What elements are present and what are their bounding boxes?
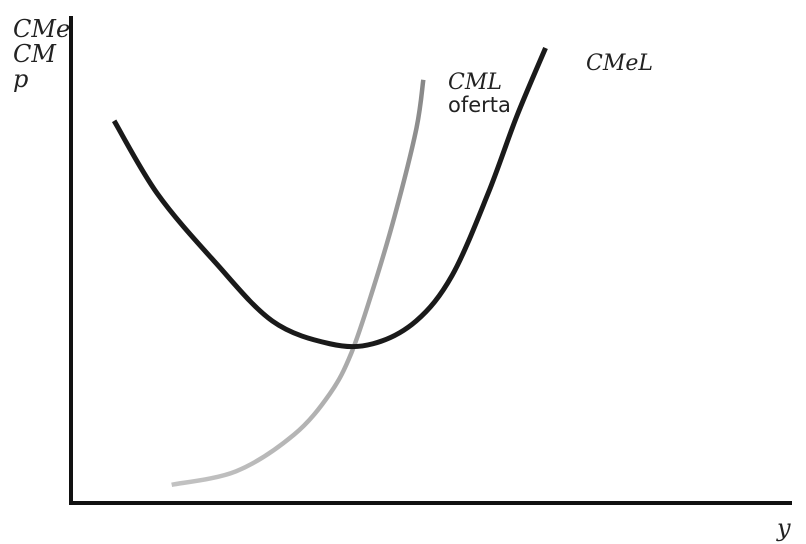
y-axis-label-line-2: CM (13, 40, 57, 68)
x-axis-label: y (776, 514, 791, 542)
series-line-cml (172, 80, 424, 485)
series-annotation-oferta: oferta (448, 93, 511, 117)
axes (69, 16, 792, 505)
series-label-cmel: CMeL (586, 51, 653, 76)
series-label-cml: CML (448, 70, 502, 95)
y-axis-label-line-1: CMe (13, 15, 70, 43)
y-axis-label-line-3: p (13, 65, 28, 93)
labels: CMe CM p y CMeL CML oferta (13, 15, 791, 542)
